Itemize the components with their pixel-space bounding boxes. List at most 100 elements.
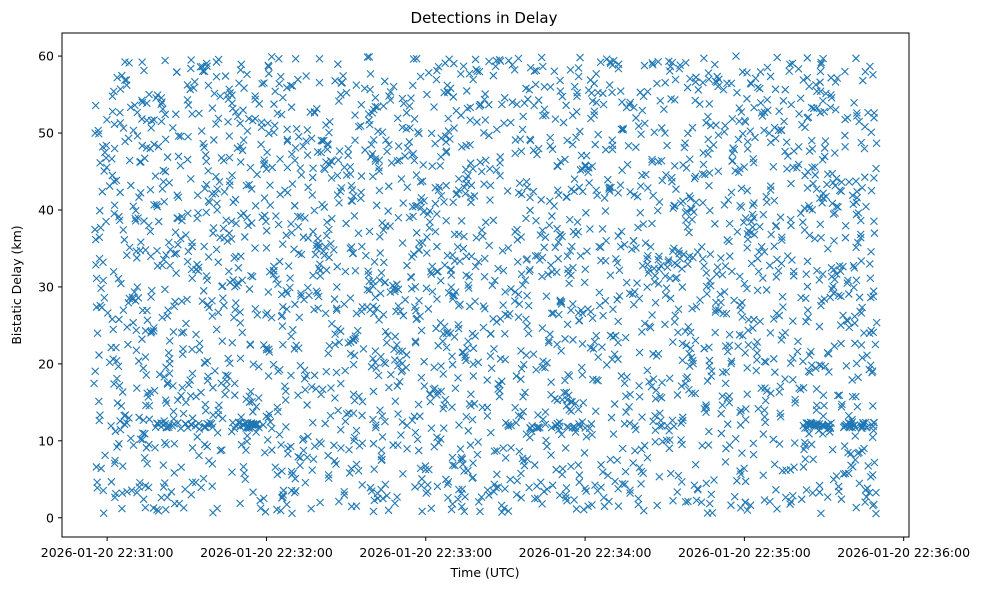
data-point bbox=[626, 486, 634, 495]
data-point bbox=[707, 372, 716, 381]
data-point bbox=[228, 338, 237, 347]
data-point bbox=[137, 96, 146, 105]
data-point bbox=[604, 471, 612, 480]
data-point bbox=[857, 138, 866, 147]
data-point bbox=[539, 415, 547, 424]
data-point bbox=[850, 421, 859, 430]
data-point bbox=[479, 323, 488, 332]
data-point bbox=[533, 251, 542, 260]
data-point bbox=[847, 449, 855, 458]
data-point bbox=[817, 361, 826, 370]
data-point bbox=[478, 232, 487, 241]
data-point bbox=[574, 64, 583, 72]
data-point bbox=[376, 249, 385, 257]
data-point bbox=[774, 126, 783, 135]
data-point bbox=[271, 212, 280, 220]
data-point bbox=[853, 187, 861, 196]
data-point bbox=[171, 228, 180, 237]
data-point bbox=[287, 228, 296, 237]
data-point bbox=[506, 118, 515, 127]
data-point bbox=[736, 301, 744, 310]
data-point bbox=[118, 388, 127, 396]
data-point bbox=[212, 325, 221, 334]
data-point bbox=[818, 270, 827, 279]
data-point bbox=[271, 87, 280, 96]
data-point bbox=[138, 435, 147, 444]
data-point bbox=[737, 108, 746, 116]
data-point bbox=[483, 403, 492, 412]
data-point bbox=[389, 441, 398, 449]
data-point bbox=[149, 323, 158, 332]
data-point bbox=[177, 328, 186, 337]
data-point bbox=[275, 365, 284, 374]
data-point bbox=[517, 493, 526, 502]
data-point bbox=[832, 270, 841, 279]
data-point bbox=[257, 140, 265, 149]
data-point bbox=[434, 267, 442, 276]
data-point bbox=[723, 236, 732, 244]
data-point bbox=[121, 137, 129, 146]
data-point bbox=[346, 349, 355, 358]
data-point bbox=[859, 419, 868, 428]
data-point bbox=[706, 281, 715, 290]
data-point bbox=[114, 274, 123, 283]
data-point bbox=[571, 424, 580, 433]
data-point bbox=[394, 142, 403, 151]
data-point bbox=[398, 470, 407, 478]
data-point bbox=[542, 436, 550, 445]
data-point bbox=[656, 96, 665, 105]
data-point bbox=[643, 453, 652, 462]
data-point bbox=[649, 417, 658, 426]
data-point bbox=[214, 308, 223, 317]
data-point bbox=[795, 110, 803, 118]
data-point bbox=[251, 304, 260, 313]
data-point bbox=[240, 84, 248, 92]
data-point bbox=[145, 90, 154, 99]
data-point bbox=[828, 199, 837, 208]
data-point bbox=[136, 157, 145, 166]
data-point bbox=[268, 163, 277, 172]
data-point bbox=[840, 442, 849, 450]
data-point bbox=[475, 67, 484, 76]
data-point bbox=[358, 481, 367, 489]
data-point bbox=[302, 72, 311, 80]
data-point bbox=[135, 193, 143, 202]
data-point bbox=[607, 183, 615, 192]
data-point bbox=[100, 148, 109, 157]
data-point bbox=[511, 149, 520, 158]
data-point bbox=[153, 262, 162, 270]
data-point bbox=[852, 112, 861, 120]
data-point bbox=[499, 301, 508, 310]
data-point bbox=[248, 272, 257, 281]
data-point bbox=[424, 305, 433, 313]
data-point bbox=[767, 230, 776, 239]
data-point bbox=[785, 67, 794, 76]
data-point bbox=[179, 409, 188, 418]
data-point bbox=[861, 418, 870, 427]
x-tick-label: 2026-01-20 22:33:00 bbox=[359, 545, 492, 560]
data-point bbox=[454, 186, 463, 194]
data-point bbox=[433, 267, 441, 276]
data-point bbox=[853, 402, 862, 411]
data-point bbox=[284, 444, 292, 453]
data-point bbox=[584, 305, 592, 313]
data-point bbox=[525, 267, 534, 276]
data-point bbox=[335, 198, 343, 207]
data-point bbox=[765, 497, 774, 506]
data-point bbox=[395, 156, 404, 165]
data-point bbox=[307, 382, 316, 391]
data-point bbox=[412, 171, 421, 179]
data-point bbox=[190, 77, 199, 86]
data-point bbox=[401, 152, 409, 160]
data-point bbox=[699, 78, 707, 87]
data-point bbox=[853, 193, 862, 202]
data-point bbox=[378, 128, 387, 137]
data-point bbox=[599, 311, 608, 320]
data-point bbox=[736, 408, 744, 417]
data-point bbox=[107, 421, 115, 430]
data-point bbox=[495, 392, 504, 401]
data-point bbox=[499, 266, 508, 275]
data-point bbox=[852, 109, 861, 117]
data-point bbox=[336, 90, 345, 99]
